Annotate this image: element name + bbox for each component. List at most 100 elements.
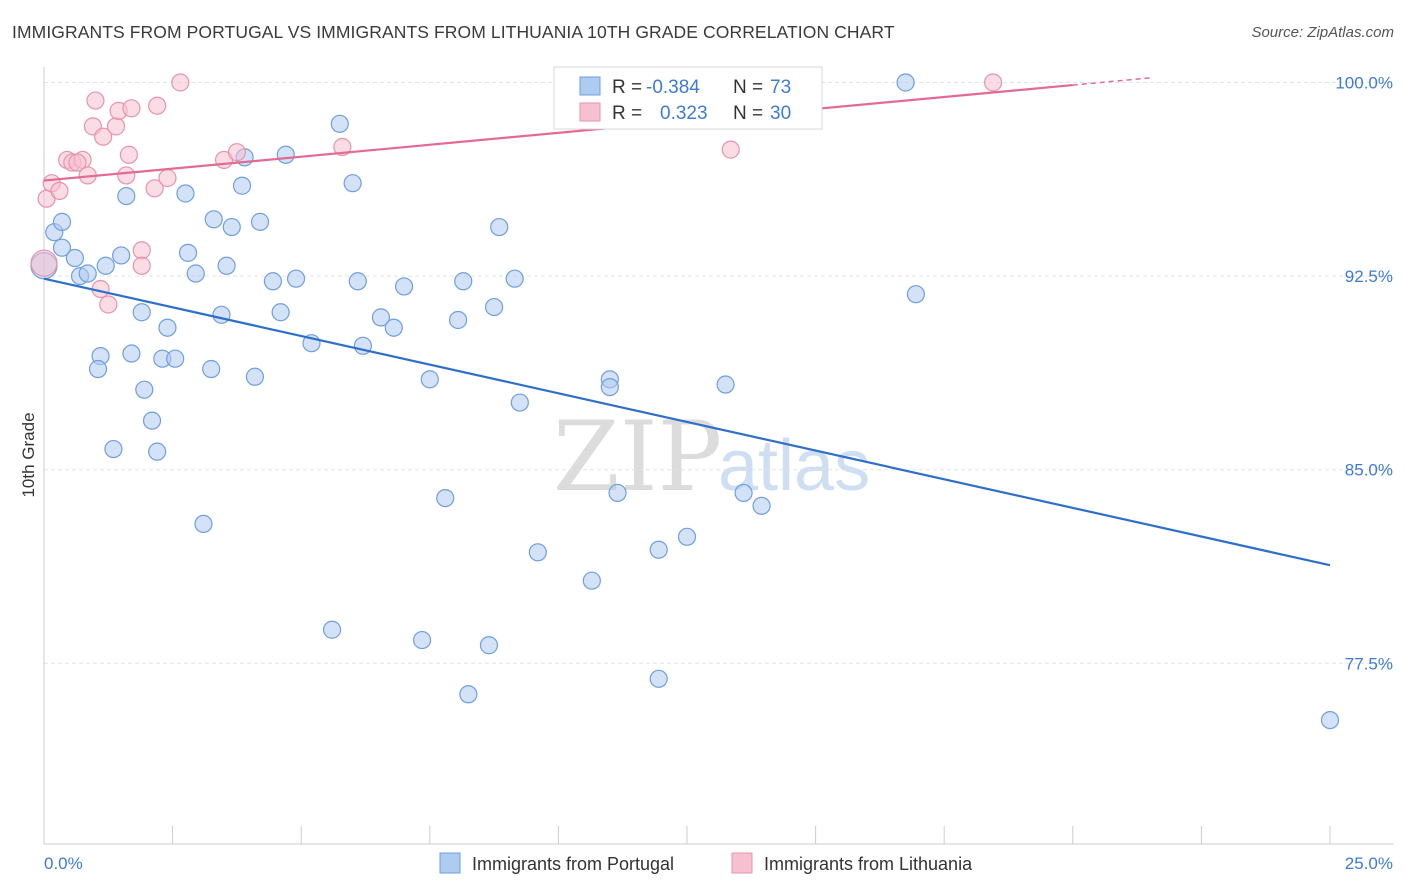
y-axis-label: 10th Grade [19, 412, 38, 497]
point-portugal-6 [78, 264, 97, 283]
stats-r-value-portugal: -0.384 [646, 77, 700, 98]
point-portugal-13 [122, 344, 141, 363]
point-portugal-72 [1320, 710, 1340, 730]
point-portugal-55 [490, 217, 509, 237]
point-lithuania-20 [145, 179, 164, 198]
point-portugal-48 [420, 370, 439, 389]
point-portugal-36 [276, 145, 295, 164]
source-credit: Source: ZipAtlas.com [1251, 24, 1394, 41]
point-portugal-2 [52, 212, 72, 231]
x-tick-label-0: 0.0% [44, 854, 83, 873]
point-lithuania-16 [119, 145, 138, 164]
tick-labels: 77.5% 85.0% 92.5% 100.0% 0.0% 25.0% [44, 73, 1393, 873]
x-tick-label-1: 25.0% [1345, 854, 1393, 873]
point-lithuania-29 [68, 153, 87, 172]
point-portugal-28 [217, 256, 236, 275]
trend-lines [43, 77, 1331, 567]
point-portugal-37 [286, 269, 306, 288]
point-portugal-24 [194, 514, 213, 534]
point-portugal-45 [384, 318, 403, 337]
stats-r-value-lithuania: 0.323 [660, 103, 708, 124]
point-portugal-64 [649, 540, 668, 559]
point-portugal-52 [459, 685, 478, 704]
y-tick-label-2: 92.5% [1345, 267, 1393, 286]
point-portugal-25 [202, 359, 221, 379]
point-portugal-47 [412, 630, 432, 650]
point-portugal-22 [178, 243, 198, 262]
point-portugal-40 [330, 114, 349, 133]
point-portugal-15 [135, 380, 154, 399]
point-lithuania-21 [148, 96, 167, 115]
gridlines [44, 81, 1394, 664]
legend-label-portugal: Immigrants from Portugal [472, 854, 674, 874]
point-portugal-49 [436, 488, 455, 508]
point-portugal-71 [906, 285, 926, 304]
point-portugal-44 [371, 308, 391, 327]
point-portugal-68 [752, 496, 771, 515]
point-lithuania-26 [333, 137, 352, 157]
point-portugal-34 [263, 272, 283, 291]
point-portugal-21 [176, 184, 195, 203]
watermark: ZIP atlas [553, 401, 870, 513]
point-portugal-61 [600, 377, 619, 397]
point-portugal-9 [96, 256, 115, 275]
point-portugal-66 [716, 375, 735, 394]
point-portugal-19 [158, 318, 177, 337]
point-portugal-16 [142, 411, 162, 430]
stats-r-label-lithuania: R = [612, 103, 642, 124]
point-portugal-56 [505, 269, 524, 288]
trend-line-portugal [43, 277, 1331, 567]
point-portugal-63 [649, 669, 668, 688]
stats-n-label-lithuania: N = [733, 103, 763, 124]
point-lithuania-27 [721, 140, 740, 159]
point-portugal-35 [271, 303, 290, 322]
point-lithuania-17 [122, 99, 141, 118]
stats-swatch-lithuania [579, 102, 601, 122]
point-lithuania-13 [106, 117, 126, 136]
stats-n-value-lithuania: 30 [770, 103, 791, 124]
point-portugal-27 [212, 305, 231, 324]
point-portugal-41 [343, 174, 362, 193]
legend-swatch-portugal [439, 852, 461, 874]
trend-line-lithuania-extension [1072, 77, 1151, 86]
point-portugal-17 [148, 442, 167, 461]
trend-line-lithuania [43, 83, 1073, 182]
legend-label-lithuania: Immigrants from Lithuania [764, 854, 973, 874]
y-tick-label-3: 100.0% [1335, 73, 1393, 92]
point-portugal-33 [250, 212, 270, 231]
point-portugal-62 [608, 483, 627, 503]
point-lithuania-12 [94, 127, 113, 146]
point-portugal-20 [166, 349, 185, 368]
point-portugal-57 [510, 393, 529, 412]
point-portugal-30 [232, 176, 252, 195]
legend-swatch-lithuania [731, 852, 753, 874]
point-portugal-23 [186, 264, 205, 283]
point-lithuania-9 [86, 91, 105, 110]
point-portugal-4 [65, 248, 84, 268]
point-portugal-58 [528, 543, 547, 562]
point-lithuania-2 [50, 181, 69, 201]
point-portugal-65 [677, 527, 697, 546]
point-portugal-54 [485, 297, 504, 317]
legend: Immigrants from Portugal Immigrants from… [439, 852, 973, 874]
point-portugal-14 [132, 303, 151, 322]
point-portugal-46 [394, 277, 414, 296]
point-portugal-32 [245, 367, 265, 386]
point-lithuania-23 [171, 73, 190, 92]
point-lithuania-25 [227, 143, 246, 162]
point-portugal-8 [88, 359, 108, 379]
stats-swatch-portugal [579, 76, 601, 96]
point-portugal-51 [454, 272, 473, 291]
point-portugal-12 [117, 186, 136, 206]
y-tick-label-0: 77.5% [1345, 654, 1393, 673]
point-lithuania-28 [983, 73, 1003, 92]
point-portugal-59 [582, 571, 601, 590]
point-portugal-3 [52, 238, 72, 257]
y-tick-label-1: 85.0% [1345, 461, 1393, 480]
stats-n-value-portugal: 73 [770, 77, 791, 98]
watermark-zip: ZIP [553, 401, 722, 513]
point-portugal-26 [204, 210, 223, 229]
point-lithuania-11 [99, 295, 118, 314]
point-lithuania-15 [117, 166, 136, 185]
point-portugal-11 [112, 246, 131, 265]
